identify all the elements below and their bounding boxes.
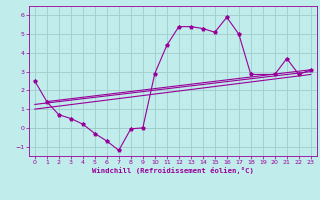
X-axis label: Windchill (Refroidissement éolien,°C): Windchill (Refroidissement éolien,°C) xyxy=(92,167,254,174)
